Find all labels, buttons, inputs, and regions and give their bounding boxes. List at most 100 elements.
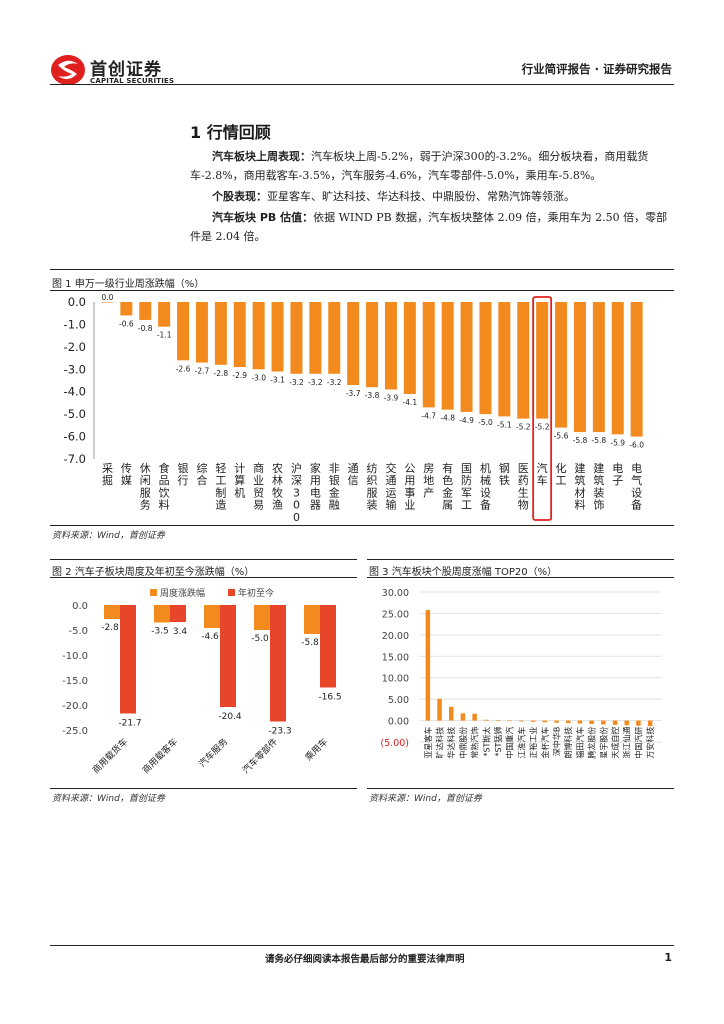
fig1-value-label: -4.9 <box>459 416 474 425</box>
fig1-category-label: 银 <box>178 461 189 475</box>
fig1-category-label: 药 <box>518 474 529 487</box>
fig2-ytick: 0.0 <box>72 601 88 612</box>
fig1-category-label: 军 <box>461 486 472 499</box>
fig2-legend-swatch <box>228 589 235 596</box>
fig1-category-label: 服 <box>140 486 151 499</box>
fig3-ytick: 5.00 <box>388 695 409 706</box>
fig1-value-label: -5.8 <box>592 436 607 445</box>
fig2-title: 图 2 汽车子板块周度及年初至今涨跌幅（%） <box>52 567 255 578</box>
fig3-bar <box>636 720 641 726</box>
fig1-category-label: 采 <box>102 462 113 475</box>
fig1-category-label: 械 <box>480 473 491 487</box>
fig1-bar <box>101 302 114 303</box>
fig1-category-label: 物 <box>518 498 529 512</box>
fig1-source: 资料来源：Wind，首创证券 <box>52 531 165 541</box>
fig1-ytick: -6.0 <box>64 430 86 444</box>
fig3-bar <box>425 610 431 721</box>
fig1-category-label: 器 <box>310 499 321 512</box>
fig1-category-label: 沪 <box>291 461 302 475</box>
fig1-category-label: 合 <box>196 473 207 487</box>
header-report-type: 行业简评报告 · 证券研究报告 <box>521 62 672 76</box>
fig1-bar <box>573 302 586 433</box>
fig1-category-label: 媒 <box>121 474 132 487</box>
fig3-bar <box>495 720 501 721</box>
fig3-ytick: 15.00 <box>382 652 409 663</box>
fig1-category-label: 金 <box>442 485 453 499</box>
fig1-category-label: 地 <box>423 474 434 487</box>
fig1-bar <box>536 302 549 419</box>
fig3-bar <box>577 720 583 724</box>
fig1-category-label: 纺 <box>367 461 378 475</box>
fig3-title-rule <box>367 577 674 578</box>
fig1-value-label: 0.0 <box>101 293 113 302</box>
para-label: 汽车板块上周表现： <box>212 150 311 163</box>
fig2-bottom-rule <box>50 788 357 789</box>
fig2-bar-week <box>104 605 120 619</box>
para-label: 汽车板块 PB 估值： <box>212 211 314 224</box>
fig2-label-ytd: -23.3 <box>268 727 291 737</box>
fig3-bar <box>542 720 548 723</box>
fig1-bar <box>120 302 133 316</box>
fig1-value-label: -3.1 <box>270 376 285 385</box>
fig1-value-label: -4.8 <box>440 414 455 423</box>
fig1-bar <box>158 302 171 327</box>
fig1-category-label: 房 <box>423 462 434 475</box>
fig3-category-label: 朗博科技 <box>563 727 573 759</box>
fig1-value-label: -4.1 <box>403 398 418 407</box>
fig3-category-label: 深中华B <box>552 727 562 757</box>
page-number: 1 <box>664 951 672 964</box>
fig1-bar <box>384 302 397 390</box>
fig1-bar <box>592 302 605 433</box>
fig3-ytick: 25.00 <box>382 609 409 620</box>
fig2-bar-ytd <box>170 605 186 622</box>
fig1-category-label: 备 <box>631 498 642 512</box>
fig1-value-label: -5.2 <box>535 423 550 432</box>
fig3-bar <box>437 698 442 721</box>
fig1-category-label: 易 <box>253 499 264 512</box>
fig1-bar <box>517 302 530 419</box>
fig1-category-label: 交 <box>385 461 396 475</box>
fig3-category-label: 福田汽车 <box>575 727 585 759</box>
fig3-bar <box>566 720 571 724</box>
fig3-bar <box>612 720 618 725</box>
fig2-label-week: -2.8 <box>101 623 119 633</box>
fig1-bar <box>214 302 227 365</box>
fig3-category-label: *ST猛狮 <box>493 727 503 757</box>
fig1-category-label: 有 <box>442 461 453 475</box>
fig1-value-label: -5.1 <box>497 420 512 429</box>
fig1-bar <box>233 302 246 368</box>
fig3-ytick: 20.00 <box>382 631 409 642</box>
fig1-category-label: 设 <box>480 486 491 499</box>
fig2-category-label: 商用载货车 <box>90 736 130 776</box>
fig1-highlight-box <box>532 296 553 521</box>
fig1-category-label: 装 <box>593 486 604 499</box>
fig1-value-label: -5.9 <box>610 438 625 447</box>
fig1-bar <box>630 302 643 437</box>
fig3-category-label: *ST斯太 <box>481 727 491 757</box>
fig1-bar <box>309 302 322 374</box>
fig3-category-label: 中国重汽 <box>505 727 515 759</box>
fig3-bar <box>460 713 466 721</box>
fig1-category-label: 0 <box>293 499 300 512</box>
fig2-category-label: 汽车零部件 <box>240 736 280 776</box>
fig1-category-label: 综 <box>196 461 207 475</box>
fig3-category-label: 旷达科技 <box>435 727 445 759</box>
fig1-bar <box>139 302 152 320</box>
fig1-value-label: -4.7 <box>421 411 436 420</box>
fig3-bar <box>519 720 524 722</box>
fig1-title: 图 1 申万一级行业周涨跌幅（%） <box>52 279 205 290</box>
fig1-ytick: -1.0 <box>64 317 86 331</box>
fig1-top-rule <box>50 269 674 270</box>
fig2-bar-ytd <box>270 605 286 722</box>
logo-cn-text: 首创证券 <box>90 60 162 80</box>
fig1-category-label: 备 <box>480 498 491 512</box>
fig3-category-label: 中国汽研 <box>633 727 643 759</box>
fig3-title: 图 3 汽车板块个股周度涨幅 TOP20（%） <box>369 567 558 578</box>
fig1-category-label: 化 <box>556 461 567 475</box>
fig1-category-label: 工 <box>556 474 567 487</box>
fig1-category-label: 工 <box>461 499 472 512</box>
fig3-ytick: 0.00 <box>388 717 409 728</box>
fig3-category-label: 天成自控 <box>610 727 620 759</box>
fig1-category-label: 农 <box>272 461 283 475</box>
logo-en-text: CAPITAL SECURITIES <box>90 77 175 85</box>
